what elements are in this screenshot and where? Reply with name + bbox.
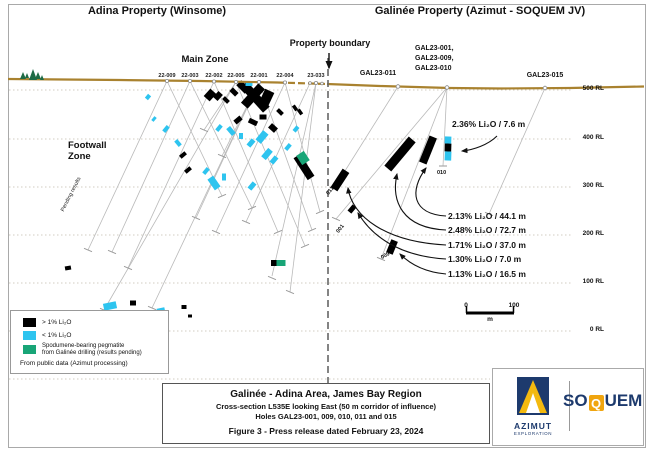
rl-label-400: 400 RL xyxy=(582,134,604,141)
surface-line xyxy=(7,77,645,90)
scale-unit: m xyxy=(487,316,493,323)
azimut-logo: AZIMUT EXPLORATION xyxy=(501,375,565,441)
soquem-logo: SO Q UEM xyxy=(563,391,642,411)
legend-label-pending: Spodumene-bearing pegmatite from Galinée… xyxy=(42,343,142,356)
rl-label-500: 500 RL xyxy=(582,85,604,92)
tree-icon xyxy=(20,69,44,80)
grid-lines xyxy=(9,89,572,380)
collar-label-22-002: 22-002 xyxy=(205,73,223,79)
azimut-logo-icon xyxy=(517,377,549,415)
collar-label-22-003: 22-003 xyxy=(181,73,199,79)
drill-traces xyxy=(87,80,546,311)
annotation-1-30: 1.30% Li₂O / 7.0 m xyxy=(448,254,522,264)
azimut-name: AZIMUT xyxy=(513,421,553,431)
caption-subtitle: Cross-section L535E looking East (50 m c… xyxy=(215,402,437,411)
azimut-subtitle: EXPLORATION xyxy=(513,431,553,436)
intercepts-pending xyxy=(276,150,310,266)
soquem-text-post: UEM xyxy=(604,391,643,410)
collar-label-gal23-015: GAL23-015 xyxy=(526,72,564,79)
annotation-1-71: 1.71% Li₂O / 37.0 m xyxy=(448,240,526,250)
title-galinee: Galinée Property (Azimut - SOQUEM JV) xyxy=(374,5,586,17)
rl-label-0: 0 RL xyxy=(589,326,604,333)
property-boundary-label: Property boundary xyxy=(289,38,371,48)
caption-title: Galinée - Adina Area, James Bay Region xyxy=(230,389,422,400)
collar-label-22-005: 22-005 xyxy=(227,73,245,79)
annotation-2-36: 2.36% Li₂O / 7.6 m xyxy=(452,119,526,129)
footwall-zone-label: Footwall Zone xyxy=(68,140,107,162)
annotation-2-48: 2.48% Li₂O / 72.7 m xyxy=(448,225,526,235)
collar-label-22-004: 22-004 xyxy=(276,73,294,79)
scale-start: 0 xyxy=(464,302,468,309)
annotation-arrows xyxy=(346,135,498,275)
caption-holes: Holes GAL23-001, 009, 010, 011 and 015 xyxy=(255,412,397,421)
title-adina: Adina Property (Winsome) xyxy=(87,5,227,17)
rl-label-100: 100 RL xyxy=(582,278,604,285)
hole-end-ticks xyxy=(83,127,494,313)
collar-label-gal23-011: GAL23-011 xyxy=(359,70,397,77)
logo-divider xyxy=(569,381,570,431)
logo-box: AZIMUT EXPLORATION SO Q UEM xyxy=(492,368,644,446)
legend-swatch-pending xyxy=(23,345,36,354)
main-zone-label: Main Zone xyxy=(181,54,229,65)
property-boundary-line xyxy=(325,53,333,383)
rl-label-300: 300 RL xyxy=(582,182,604,189)
collar-label-22-001: 22-001 xyxy=(250,73,268,79)
legend-swatch-gt1 xyxy=(23,318,36,327)
annotation-1-13: 1.13% Li₂O / 16.5 m xyxy=(448,269,526,279)
collar-label-gal23-001-009-010: GAL23-001, GAL23-009, GAL23-010 xyxy=(415,45,454,72)
legend-label-lt1: < 1% Li₂O xyxy=(42,332,72,339)
collar-label-22-009: 22-009 xyxy=(158,73,176,79)
collar-label-23-033: 23-033 xyxy=(307,73,325,79)
scale-bar xyxy=(465,306,515,315)
intercepts-lt1 xyxy=(102,82,452,315)
rl-label-200: 200 RL xyxy=(582,230,604,237)
legend-footnote: From public data (Azimut processing) xyxy=(20,360,128,367)
soquem-text-pre: SO xyxy=(563,391,588,410)
caption-figure-number: Figure 3 - Press release dated February … xyxy=(228,426,424,436)
caption-box: Galinée - Adina Area, James Bay Region C… xyxy=(162,383,490,444)
scale-end: 100 xyxy=(508,302,520,309)
collar-markers xyxy=(164,79,548,91)
legend-swatch-lt1 xyxy=(23,331,36,340)
legend-label-gt1: > 1% Li₂O xyxy=(42,319,72,326)
intercepts-gt1 xyxy=(64,80,452,318)
legend: > 1% Li₂O < 1% Li₂O Spodumene-bearing pe… xyxy=(10,310,169,374)
annotation-2-13: 2.13% Li₂O / 44.1 m xyxy=(448,211,526,221)
hole-end-010: 010 xyxy=(437,170,447,176)
soquem-q-icon: Q xyxy=(588,395,604,411)
plot-frame xyxy=(8,4,646,448)
